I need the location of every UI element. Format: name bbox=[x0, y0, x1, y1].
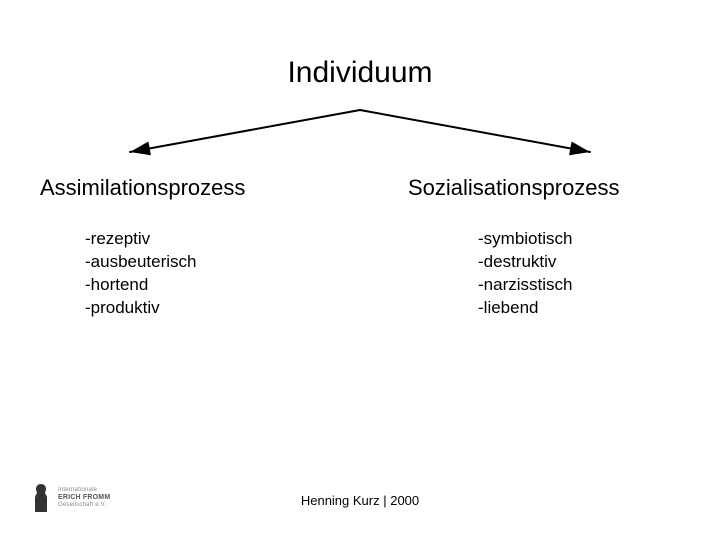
list-item: -hortend bbox=[85, 274, 197, 297]
logo-line3: Gesellschaft e.V. bbox=[58, 502, 110, 509]
list-item: -symbiotisch bbox=[478, 228, 572, 251]
page-title: Individuum bbox=[0, 56, 720, 90]
right-branch-heading: Sozialisationsprozess bbox=[408, 175, 620, 201]
left-branch-heading: Assimilationsprozess bbox=[40, 175, 245, 201]
branching-arrow bbox=[120, 100, 600, 170]
logo-line1: Internationale bbox=[58, 487, 110, 494]
logo-text: Internationale ERICH FROMM Gesellschaft … bbox=[58, 487, 110, 510]
list-item: -produktiv bbox=[85, 297, 197, 320]
list-item: -ausbeuterisch bbox=[85, 251, 197, 274]
list-item: -destruktiv bbox=[478, 251, 572, 274]
left-branch-list: -rezeptiv -ausbeuterisch -hortend -produ… bbox=[85, 228, 197, 320]
logo-silhouette-icon bbox=[30, 482, 52, 514]
logo: Internationale ERICH FROMM Gesellschaft … bbox=[30, 478, 170, 518]
list-item: -narzisstisch bbox=[478, 274, 572, 297]
logo-line2: ERICH FROMM bbox=[58, 494, 110, 502]
list-item: -rezeptiv bbox=[85, 228, 197, 251]
right-branch-list: -symbiotisch -destruktiv -narzisstisch -… bbox=[478, 228, 572, 320]
list-item: -liebend bbox=[478, 297, 572, 320]
